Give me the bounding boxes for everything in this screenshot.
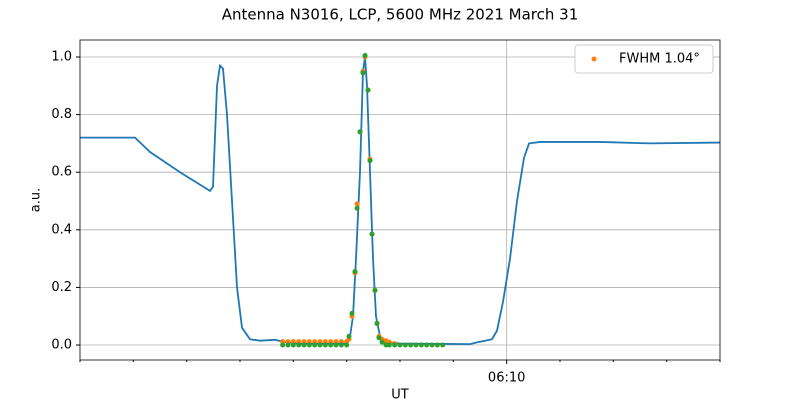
scatter-point (333, 339, 339, 345)
scatter-point (328, 342, 334, 348)
scatter-point (376, 335, 382, 341)
legend-label: FWHM 1.04° (619, 52, 700, 67)
scatter-point (360, 70, 366, 76)
y-tick-label: 0.2 (51, 280, 72, 295)
scatter-point (344, 342, 350, 348)
scatter-point (365, 87, 371, 93)
scatter-point (369, 231, 375, 237)
scatter-point (362, 53, 368, 59)
scatter-point (424, 342, 430, 348)
scatter-point (374, 320, 380, 326)
scatter-point (338, 339, 344, 345)
scatter-point (317, 342, 323, 348)
scatter-point (333, 342, 339, 348)
scatter-point (328, 339, 334, 345)
scatter-point (357, 129, 363, 135)
scatter-point (280, 339, 286, 345)
line (80, 56, 721, 346)
scatter-point (290, 342, 296, 348)
scatter-point (354, 205, 360, 211)
scatter-point (440, 342, 446, 348)
scatter-point (301, 339, 307, 345)
scatter-point (379, 339, 385, 345)
scatter-point (386, 342, 392, 348)
x-tick-label: 06:10 (488, 371, 525, 386)
scatter-point (322, 342, 328, 348)
scatter-point (429, 342, 435, 348)
y-tick-label: 1.0 (51, 49, 72, 64)
scatter-point (280, 342, 286, 348)
y-axis-label: a.u. (29, 188, 44, 212)
scatter-point (349, 310, 355, 316)
scatter-point (354, 201, 360, 207)
scatter-point (312, 342, 318, 348)
scatter-point (346, 333, 352, 339)
scatter-point (322, 339, 328, 345)
scatter-point (317, 339, 323, 345)
scatter-point (290, 339, 296, 345)
scatter-point (338, 342, 344, 348)
scatter-point (372, 287, 378, 293)
scatter-point (392, 342, 398, 348)
y-tick-label: 0.0 (51, 338, 72, 353)
scatter-point (397, 342, 403, 348)
scatter-point (408, 342, 414, 348)
scatter-point (296, 342, 302, 348)
scatter-point (285, 339, 291, 345)
chart-title: Antenna N3016, LCP, 5600 MHz 2021 March … (222, 6, 579, 24)
scatter-point (434, 342, 440, 348)
scatter-point (306, 342, 312, 348)
scatter-point (418, 342, 424, 348)
legend-box (574, 44, 714, 74)
x-axis-label: UT (391, 388, 409, 400)
y-tick-label: 0.6 (51, 165, 72, 180)
scatter-point (285, 342, 291, 348)
scatter-point (301, 342, 307, 348)
scatter-point (367, 158, 373, 164)
scatter-point (312, 339, 318, 345)
scatter-point (352, 269, 358, 275)
y-tick-label: 0.4 (51, 222, 72, 237)
scatter-point (413, 342, 419, 348)
scatter-point (402, 342, 408, 348)
scatter-point (296, 339, 302, 345)
legend-marker (591, 56, 597, 62)
y-tick-label: 0.8 (51, 107, 72, 122)
scatter-point (306, 339, 312, 345)
plot-frame (79, 39, 721, 361)
